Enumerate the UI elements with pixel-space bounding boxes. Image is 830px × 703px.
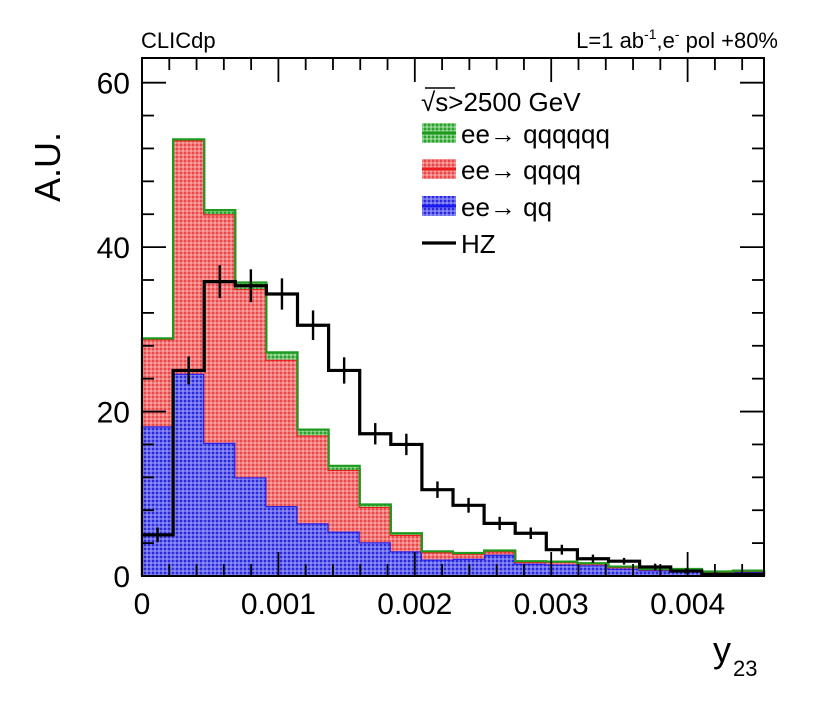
y-tick-label: 60: [97, 68, 130, 101]
bar-ee-qqqqqq-bin-6: [328, 465, 360, 470]
bar-ee-qq-bin-5: [297, 523, 329, 576]
legend-label: ee→ qqqq: [461, 155, 581, 185]
bar-ee-qq-bin-13: [546, 564, 578, 576]
x-tick-label: 0.002: [377, 588, 452, 621]
plot-frame: [141, 57, 765, 577]
bar-ee-qqqq-bin-10: [453, 553, 485, 559]
bar-ee-qq-bin-2: [204, 442, 236, 576]
x-tick-label: 0.003: [514, 588, 589, 621]
bar-ee-qqqq-bin-11: [484, 551, 516, 555]
bar-ee-qqqqqq-bin-2: [204, 210, 236, 215]
bar-ee-qq-bin-11: [484, 554, 516, 576]
axis-ticks: [141, 58, 764, 577]
bar-ee-qqqq-bin-1: [173, 140, 205, 374]
y-axis-title: A.U.: [27, 132, 68, 202]
legend: √s>2500 GeV ee→ qqqqqq ee→ qqqq ee→ qq HZ: [421, 87, 610, 259]
bar-ee-qqqq-bin-7: [359, 506, 391, 543]
axis-tick-labels: 0 0.001 0.002 0.003 0.004 0 20 40 60: [97, 68, 726, 621]
bar-ee-qq-bin-16: [639, 570, 671, 576]
y-tick-label: 40: [97, 232, 130, 265]
hz-step-line: [142, 280, 764, 576]
experiment-label: CLICdp: [141, 28, 216, 53]
bar-ee-qqqq-bin-2: [204, 214, 236, 443]
legend-entry-hz: HZ: [422, 229, 496, 259]
legend-label: ee→ qqqqqq: [461, 119, 610, 149]
bar-ee-qqqq-bin-8: [390, 534, 422, 552]
bar-ee-qqqq-bin-5: [297, 435, 329, 524]
x-tick-label: 0.004: [650, 588, 725, 621]
bar-ee-qqqq-bin-9: [421, 552, 453, 560]
legend-label: ee→ qq: [461, 192, 552, 222]
bar-ee-qqqq-bin-0: [142, 339, 174, 427]
x-axis-title: y23: [713, 629, 757, 681]
x-tick-label: 0: [134, 588, 151, 621]
bar-ee-qqqq-bin-3: [235, 289, 267, 478]
legend-entry-ee-qqqqqq: ee→ qqqqqq: [422, 119, 610, 149]
bar-ee-qq-bin-1: [173, 373, 205, 576]
series-ee-qq: [140, 372, 766, 576]
legend-entry-ee-qq: ee→ qq: [422, 192, 552, 222]
legend-header: √s>2500 GeV: [421, 87, 581, 117]
bar-ee-qq-bin-14: [577, 565, 609, 576]
y-tick-label: 0: [113, 561, 130, 594]
x-tick-label: 0.001: [241, 588, 316, 621]
bar-ee-qq-bin-15: [608, 568, 640, 576]
bar-ee-qq-bin-0: [142, 426, 174, 576]
legend-entry-ee-qqqq: ee→ qqqq: [422, 155, 581, 185]
bar-ee-qq-bin-12: [515, 563, 547, 576]
bar-ee-qqqqqq-bin-4: [266, 352, 298, 360]
bar-ee-qqqq-bin-6: [328, 469, 360, 532]
bar-ee-qq-bin-4: [266, 506, 298, 576]
bar-ee-qq-bin-7: [359, 542, 391, 576]
plot-border: [141, 57, 765, 577]
y-tick-label: 20: [97, 397, 130, 430]
bar-ee-qqqq-bin-13: [546, 562, 578, 565]
bar-ee-qqqq-bin-4: [266, 359, 298, 507]
bar-ee-qq-bin-3: [235, 477, 267, 576]
bar-ee-qq-bin-8: [390, 551, 422, 576]
luminosity-label: L=1 ab-1,e- pol +80%: [576, 26, 778, 53]
bar-ee-qqqqqq-bin-5: [297, 429, 329, 436]
legend-label: HZ: [461, 229, 496, 259]
bar-ee-qq-bin-9: [421, 559, 453, 576]
bar-ee-qqqqqq-bin-7: [359, 504, 391, 507]
outline-ee-qqqqqq: [140, 138, 766, 576]
